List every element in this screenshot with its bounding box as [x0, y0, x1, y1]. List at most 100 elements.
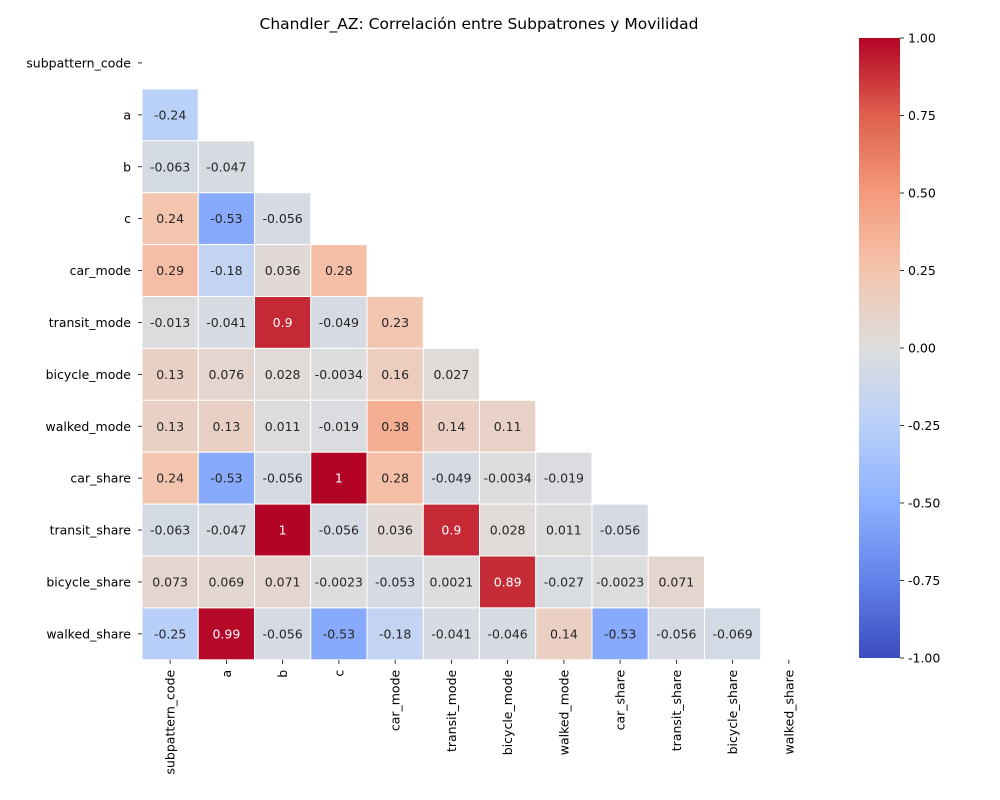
heatmap-cell [535, 555, 593, 609]
x-tick-label: walked_share [781, 670, 796, 755]
cell-value-label: 0.028 [490, 523, 526, 538]
y-tick-label: car_share [70, 471, 131, 486]
cell-value-label: 0.028 [265, 367, 301, 382]
heatmap-cell [141, 399, 199, 453]
colorbar-tick-label: 0.50 [908, 186, 936, 201]
cell-value-label: -0.063 [150, 523, 190, 538]
x-tick-label: car_mode [388, 669, 403, 731]
cell-value-label: 0.29 [156, 263, 184, 278]
y-tick-label: walked_share [46, 626, 131, 641]
cell-value-label: -0.041 [206, 315, 246, 330]
heatmap-cell [141, 503, 199, 557]
heatmap-cell [366, 347, 424, 401]
colorbar-tick-label: -0.75 [908, 573, 940, 588]
cell-value-label: 0.89 [494, 574, 522, 589]
cell-value-label: 0.24 [156, 211, 184, 226]
heatmap-cell [591, 555, 649, 609]
colorbar-tick-label: -0.25 [908, 418, 940, 433]
heatmap-cell [479, 399, 537, 453]
cell-value-label: -0.019 [544, 471, 584, 486]
y-tick-label: c [124, 211, 131, 226]
cell-value-label: 0.99 [212, 626, 240, 641]
cell-value-label: -0.063 [150, 159, 190, 174]
heatmap-cell [310, 503, 368, 557]
cell-value-label: 0.16 [381, 367, 409, 382]
cell-value-label: -0.056 [262, 211, 302, 226]
heatmap-cell [141, 140, 199, 194]
cell-value-label: -0.049 [431, 471, 471, 486]
heatmap-cell [197, 140, 255, 194]
y-tick-label: a [123, 107, 131, 122]
heatmap-cell [141, 607, 199, 661]
cell-value-label: 0.9 [273, 315, 293, 330]
heatmap-cell [535, 451, 593, 505]
x-axis-ticks: subpattern_code a b c car_mode transit_mode bi… [163, 659, 796, 775]
cell-value-label: 0.027 [433, 367, 469, 382]
heatmap-cell [254, 347, 312, 401]
cell-value-label: -0.0023 [596, 574, 644, 589]
y-tick-label: bicycle_share [46, 574, 131, 589]
x-tick-label: transit_mode [444, 670, 459, 753]
cell-value-label: 0.14 [550, 626, 578, 641]
cell-value-label: -0.53 [323, 626, 355, 641]
x-tick-label: b [275, 670, 290, 678]
x-tick-label: subpattern_code [163, 669, 178, 774]
chart-title: Chandler_AZ: Correlación entre Subpatron… [260, 15, 699, 34]
heatmap-cell [422, 399, 480, 453]
cell-value-label: -0.056 [262, 626, 302, 641]
cell-value-label: -0.056 [656, 626, 696, 641]
cell-value-label: -0.0023 [315, 574, 363, 589]
heatmap-cell [141, 88, 199, 142]
y-tick-label: bicycle_mode [46, 367, 132, 382]
heatmap-cells: -0.24 -0.063 -0.047 0.24 -0.53 -0.056 0.29 -0.1… [141, 88, 762, 661]
colorbar-fill [859, 38, 900, 658]
cell-value-label: -0.53 [210, 471, 242, 486]
heatmap-cell [310, 399, 368, 453]
cell-value-label: -0.013 [150, 315, 190, 330]
x-tick-label: bicycle_mode [500, 669, 515, 755]
cell-value-label: -0.53 [604, 626, 636, 641]
y-tick-label: b [123, 159, 131, 174]
cell-value-label: -0.041 [431, 626, 471, 641]
cell-value-label: 0.071 [658, 574, 694, 589]
colorbar-tick-label: 0.25 [908, 263, 936, 278]
cell-value-label: -0.053 [375, 574, 415, 589]
cell-value-label: -0.069 [712, 626, 752, 641]
cell-value-label: 0.11 [494, 419, 522, 434]
cell-value-label: -0.046 [487, 626, 527, 641]
heatmap-cell [310, 296, 368, 349]
cell-value-label: 0.13 [156, 367, 184, 382]
cell-value-label: 0.9 [441, 523, 461, 538]
cell-value-label: -0.019 [319, 419, 359, 434]
colorbar-tick-label: 0.00 [908, 341, 936, 356]
x-tick-label: a [219, 670, 234, 678]
cell-value-label: -0.0034 [484, 471, 532, 486]
y-tick-label: subpattern_code [26, 55, 131, 70]
x-tick-label: transit_share [669, 670, 684, 752]
cell-value-label: 0.073 [152, 574, 188, 589]
cell-value-label: 0.071 [265, 574, 301, 589]
x-tick-label: c [331, 670, 346, 677]
colorbar-tick-label: -0.50 [908, 496, 940, 511]
heatmap-cell [422, 503, 480, 557]
cell-value-label: 1 [335, 471, 343, 486]
heatmap-cell [591, 607, 649, 661]
heatmap-cell [366, 555, 424, 609]
cell-value-label: 0.011 [265, 419, 301, 434]
heatmap-cell [310, 607, 368, 661]
x-tick-label: walked_mode [556, 670, 571, 756]
colorbar-tick-label: 1.00 [908, 31, 936, 46]
cell-value-label: -0.18 [379, 626, 411, 641]
y-tick-label: car_mode [70, 263, 132, 278]
colorbar-tick-label: -1.00 [908, 651, 940, 666]
cell-value-label: -0.25 [154, 626, 186, 641]
cell-value-label: 0.13 [156, 419, 184, 434]
heatmap-cell [254, 192, 312, 246]
cell-value-label: 0.28 [325, 263, 353, 278]
cell-value-label: -0.056 [319, 523, 359, 538]
cell-value-label: -0.0034 [315, 367, 363, 382]
heatmap-cell [254, 503, 312, 557]
cell-value-label: 0.0021 [430, 574, 474, 589]
cell-value-label: -0.047 [206, 523, 246, 538]
